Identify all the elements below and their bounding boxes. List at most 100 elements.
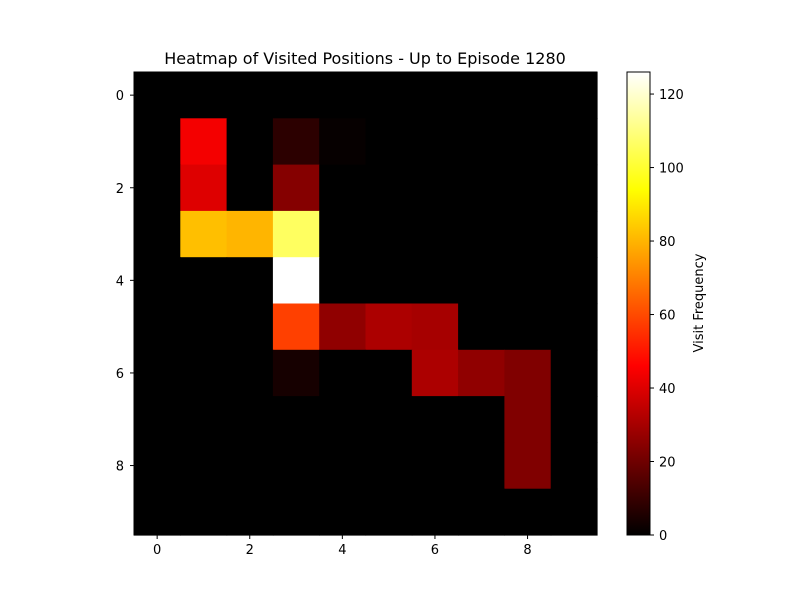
colorbar-tick-label: 80 [659,235,676,250]
heatmap-cell [411,442,459,490]
heatmap-cell [458,118,505,166]
heatmap-cell [550,257,598,305]
heatmap-cell [365,257,413,305]
heatmap-cell [550,442,598,490]
colorbar-tick-label: 100 [659,162,684,177]
heatmap-cell [272,488,320,536]
heatmap-cell [504,164,552,212]
heatmap-cell [550,303,598,351]
colorbar [626,71,651,536]
heatmap-cell [180,257,228,305]
heatmap-cell [504,210,552,258]
heatmap-cell [365,210,413,258]
heatmap-cell [319,72,367,119]
heatmap-cell [458,349,505,397]
heatmap-cell [134,442,181,490]
heatmap-cell [458,72,505,119]
x-tick-label: 8 [523,543,531,558]
heatmap-cell [458,488,505,536]
heatmap-cell [504,488,552,536]
y-axis: 0 2 4 6 8 [116,89,134,475]
heatmap-cell [365,488,413,536]
heatmap-cell [180,396,228,443]
heatmap-cell [504,257,552,305]
colorbar-tick-label: 60 [659,309,676,324]
heatmap-cell [504,118,552,166]
heatmap-cell [180,442,228,490]
heatmap-cell [458,396,505,443]
y-tick-label: 0 [116,89,124,104]
x-tick-label: 0 [153,543,161,558]
heatmap-cell [550,118,598,166]
heatmap-cell [226,164,274,212]
chart-title: Heatmap of Visited Positions - Up to Epi… [164,49,566,68]
heatmap-cell [458,442,505,490]
heatmap-cell [272,257,320,305]
x-tick-label: 2 [246,543,254,558]
heatmap-cell [319,257,367,305]
heatmap-cell [550,349,598,397]
heatmap-cell [550,164,598,212]
heatmap-cell [180,488,228,536]
heatmap-cell [226,72,274,119]
heatmap-cell [504,396,552,443]
heatmap-cell [134,210,181,258]
y-tick-label: 8 [116,460,124,475]
heatmap-cell [411,72,459,119]
heatmap-cell [365,349,413,397]
heatmap-cell [134,118,181,166]
heatmap-cell [319,442,367,490]
heatmap-cell [319,303,367,351]
heatmap-cell [134,488,181,536]
heatmap-cell [411,488,459,536]
heatmap-cell [272,303,320,351]
heatmap-cell [365,396,413,443]
heatmap-cell [134,72,181,119]
heatmap-cell [272,349,320,397]
heatmap-cell [458,210,505,258]
heatmap-cell [550,72,598,119]
heatmap-cell [180,164,228,212]
heatmap-cell [134,349,181,397]
heatmap-cell [180,118,228,166]
heatmap-cell [180,349,228,397]
heatmap-cell [134,396,181,443]
heatmap-cell [319,349,367,397]
heatmap-cell [272,72,320,119]
heatmap-cell [365,442,413,490]
heatmap-cell [504,349,552,397]
x-axis: 0 2 4 6 8 [153,535,532,558]
plot-frame [133,71,598,536]
heatmap-cell [319,488,367,536]
heatmap-cell [411,396,459,443]
heatmap-cell [504,72,552,119]
heatmap-cell [411,349,459,397]
heatmap-cell [134,303,181,351]
y-tick-label: 4 [116,274,124,289]
heatmap-cell [550,396,598,443]
heatmap-cell [411,303,459,351]
heatmap-cell [411,257,459,305]
heatmap-cell [365,118,413,166]
heatmap-cell [411,164,459,212]
heatmap-cell [134,164,181,212]
heatmap-cells [134,72,598,536]
heatmap-cell [365,303,413,351]
heatmap-cell [458,164,505,212]
x-tick-label: 6 [431,543,439,558]
heatmap-cell [226,349,274,397]
heatmap-cell [134,257,181,305]
heatmap-cell [458,257,505,305]
heatmap-cell [550,210,598,258]
heatmap-cell [504,303,552,351]
heatmap-cell [226,303,274,351]
y-tick-label: 2 [116,182,124,197]
heatmap-cell [411,118,459,166]
heatmap-cell [365,164,413,212]
heatmap-cell [319,396,367,443]
heatmap-cell [226,210,274,258]
heatmap-cell [458,303,505,351]
heatmap-cell [504,442,552,490]
colorbar-label: Visit Frequency [692,253,707,352]
